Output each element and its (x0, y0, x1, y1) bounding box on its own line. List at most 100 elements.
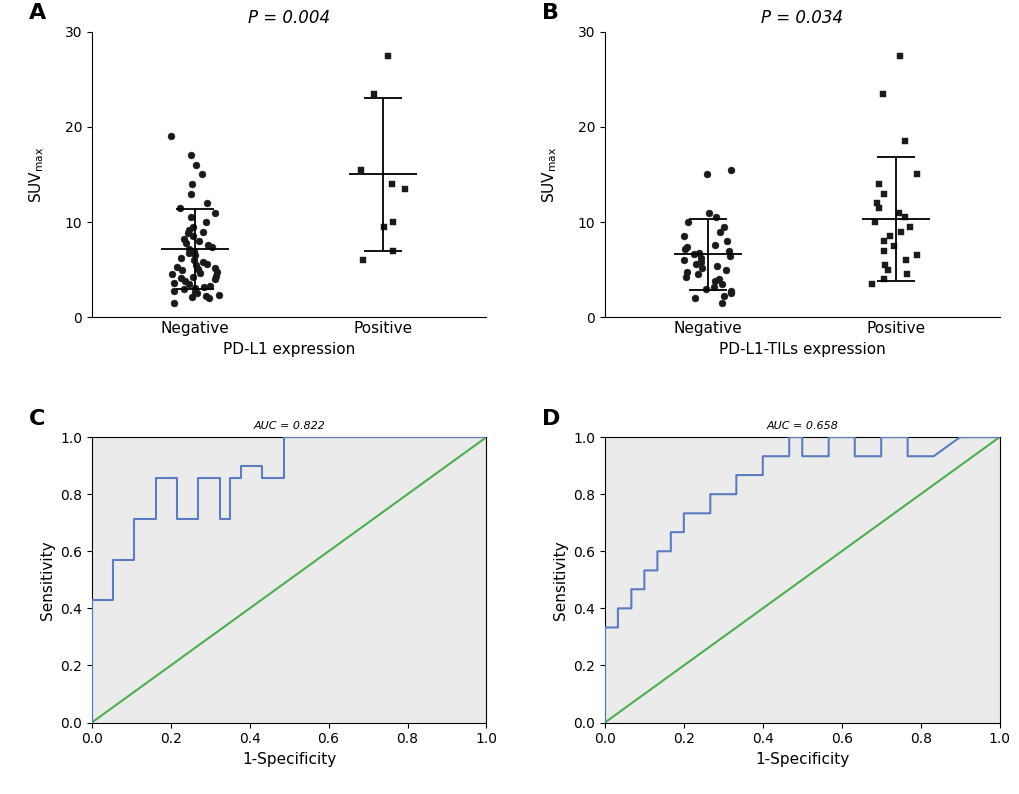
Point (383, 178, 399, 191)
Point (908, 249, 924, 262)
Point (875, 273, 892, 286)
Point (896, 135, 912, 148)
Point (189, 287, 205, 300)
Point (676, 254, 692, 267)
Point (869, 202, 886, 214)
Text: AUC = 0.658: AUC = 0.658 (765, 422, 838, 431)
Point (207, 206, 223, 219)
Point (207, 273, 223, 286)
Point (679, 216, 695, 229)
Point (185, 254, 202, 267)
Y-axis label: Sensitivity: Sensitivity (552, 540, 567, 619)
Point (706, 238, 722, 251)
Point (166, 276, 182, 289)
Point (876, 259, 893, 272)
Point (199, 197, 215, 210)
Point (717, 235, 734, 248)
Point (901, 221, 917, 233)
Point (183, 178, 200, 191)
Point (722, 284, 739, 297)
Point (897, 254, 913, 267)
Point (187, 259, 204, 272)
Point (716, 264, 733, 276)
Point (690, 268, 706, 281)
Point (891, 49, 907, 62)
Point (180, 246, 197, 259)
Point (713, 278, 730, 291)
Point (384, 216, 400, 229)
Point (180, 223, 197, 236)
Y-axis label: Sensitivity: Sensitivity (40, 540, 54, 619)
Point (175, 283, 192, 295)
Point (186, 286, 203, 299)
Point (171, 202, 187, 214)
Point (866, 216, 882, 229)
Point (198, 216, 214, 229)
Point (874, 245, 891, 257)
Point (194, 168, 210, 181)
X-axis label: PD-L1-TILs expression: PD-L1-TILs expression (718, 342, 884, 357)
Point (182, 211, 199, 224)
Point (870, 178, 887, 191)
Point (173, 272, 190, 284)
Point (898, 268, 914, 281)
Point (166, 284, 182, 297)
Point (874, 87, 891, 100)
Point (707, 211, 723, 224)
Point (908, 168, 924, 181)
Point (209, 265, 225, 278)
Point (207, 261, 223, 274)
Point (714, 221, 731, 233)
Point (184, 230, 201, 243)
Point (164, 268, 180, 281)
Point (195, 225, 211, 238)
Text: A: A (29, 3, 46, 23)
Point (355, 254, 371, 267)
Point (201, 292, 217, 305)
Point (186, 249, 203, 262)
Point (173, 264, 190, 276)
Point (385, 245, 401, 257)
Point (693, 252, 709, 264)
Text: B: B (541, 3, 558, 23)
Point (180, 242, 197, 255)
Point (196, 280, 212, 293)
Point (893, 225, 909, 238)
Point (190, 262, 206, 275)
Point (710, 273, 727, 286)
Point (715, 290, 732, 303)
Point (182, 149, 199, 162)
Point (897, 211, 913, 224)
Point (867, 197, 883, 210)
Text: SUV$_{\mathrm{max}}$: SUV$_{\mathrm{max}}$ (28, 146, 46, 202)
Point (677, 242, 693, 255)
Point (202, 279, 218, 292)
Point (698, 168, 714, 181)
Point (198, 290, 214, 303)
Text: SUV$_{\mathrm{max}}$: SUV$_{\mathrm{max}}$ (540, 146, 558, 202)
Point (176, 233, 193, 245)
Point (162, 130, 178, 143)
Point (208, 270, 224, 283)
Point (886, 240, 902, 252)
Point (181, 278, 198, 291)
Point (192, 267, 208, 279)
Point (176, 275, 193, 287)
Point (863, 278, 879, 291)
Point (185, 245, 202, 257)
Point (706, 275, 722, 287)
Point (878, 264, 895, 276)
Point (679, 241, 695, 253)
Point (713, 297, 730, 310)
Point (676, 230, 692, 243)
Point (890, 206, 906, 219)
X-axis label: 1-Specificity: 1-Specificity (242, 752, 336, 767)
Point (195, 256, 211, 268)
Point (191, 235, 207, 248)
Point (692, 256, 708, 268)
Point (678, 266, 694, 279)
Point (204, 241, 220, 253)
Point (353, 164, 369, 176)
Point (697, 283, 713, 295)
Point (721, 164, 738, 176)
